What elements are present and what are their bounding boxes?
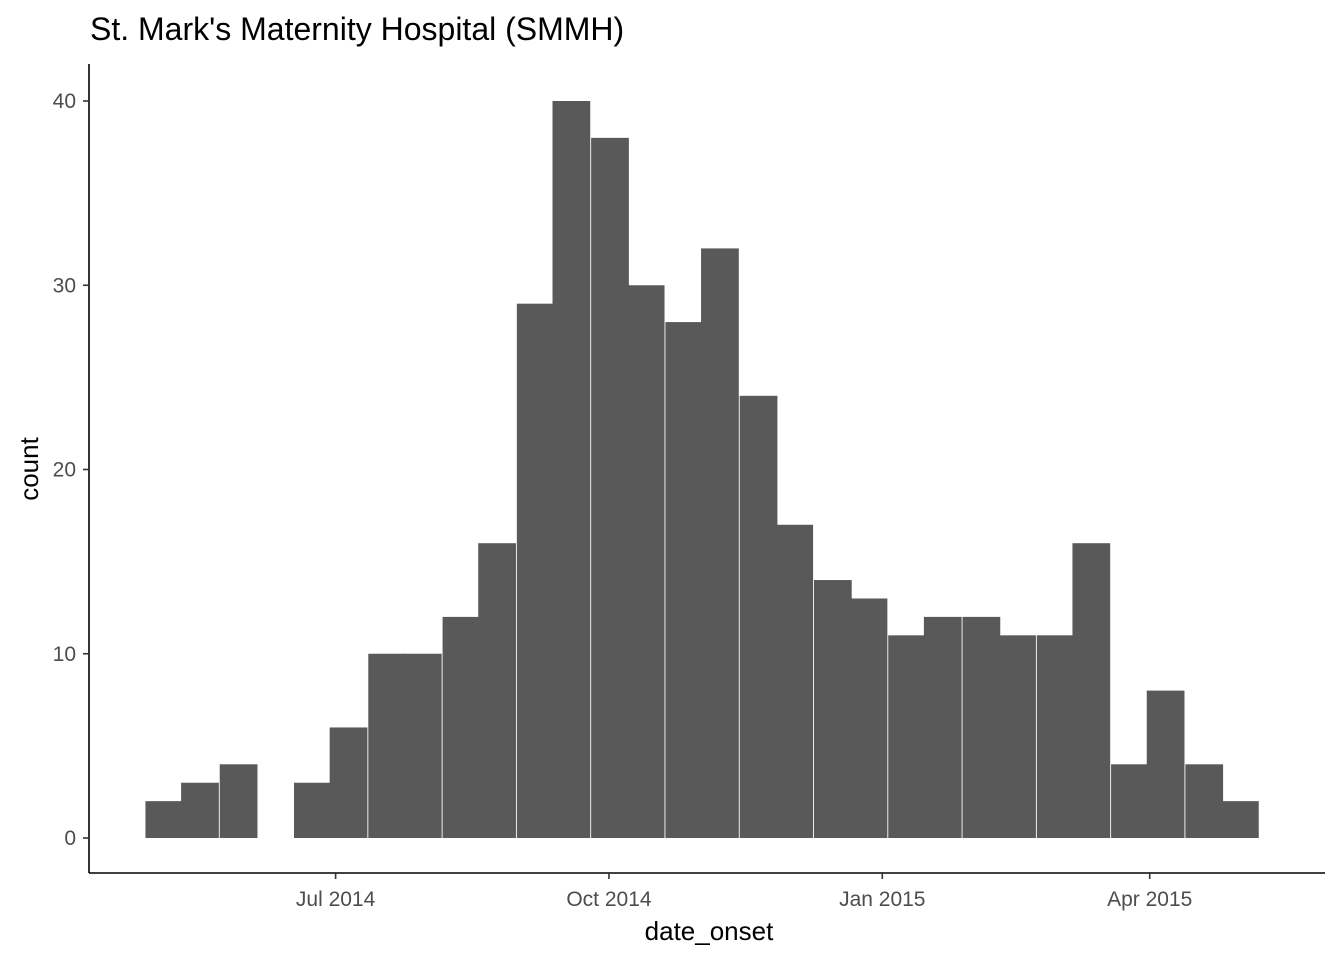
histogram-bar-26 [1111,764,1149,838]
histogram-bar-8 [442,616,481,838]
histogram-bar-20 [888,635,926,839]
histogram-bar-18 [813,580,852,838]
y-tick-label-0: 0 [64,827,76,850]
histogram-bar-13 [626,285,665,838]
chart-title: St. Mark's Maternity Hospital (SMMH) [90,11,624,47]
histogram-bar-21 [923,616,962,838]
histogram-bar-7 [403,653,442,838]
histogram-bar-9 [478,543,516,838]
histogram-bar-16 [739,395,778,838]
histogram-bar-29 [1221,801,1259,838]
x-tick-label-1: Oct 2014 [566,888,652,911]
histogram-bar-28 [1185,764,1224,838]
histogram-bar-4 [294,782,332,839]
histogram-bar-10 [516,303,555,838]
y-axis-title: count [14,436,44,500]
x-tick-label-0: Jul 2014 [296,888,376,911]
y-tick-label-30: 30 [53,274,76,297]
histogram-bar-0 [145,801,184,838]
histogram-bar-6 [368,653,407,838]
histogram-bar-1 [181,782,219,839]
histogram-bar-22 [962,616,1001,838]
histogram-bar-11 [552,101,591,838]
x-tick-label-2: Jan 2015 [839,888,925,911]
histogram-bar-14 [665,322,704,839]
bars-group [145,101,1259,839]
histogram-bar-25 [1072,543,1111,838]
y-tick-label-10: 10 [53,643,76,666]
y-tick-label-40: 40 [53,90,76,113]
y-axis-ticks: 0 10 20 30 40 [53,90,89,850]
x-tick-label-3: Apr 2015 [1107,888,1192,911]
histogram-bar-5 [329,727,368,838]
y-tick-label-20: 20 [53,459,76,482]
histogram-bar-27 [1146,690,1185,838]
histogram-bar-23 [998,635,1036,839]
x-axis-title: date_onset [645,916,774,946]
x-axis-ticks: Jul 2014 Oct 2014 Jan 2015 Apr 2015 [296,873,1192,911]
histogram-bar-12 [591,137,629,839]
histogram-bar-24 [1036,635,1075,839]
histogram-bar-2 [219,764,258,838]
histogram-bar-17 [775,524,814,838]
histogram-bar-19 [849,598,888,839]
histogram-bar-15 [701,248,739,838]
